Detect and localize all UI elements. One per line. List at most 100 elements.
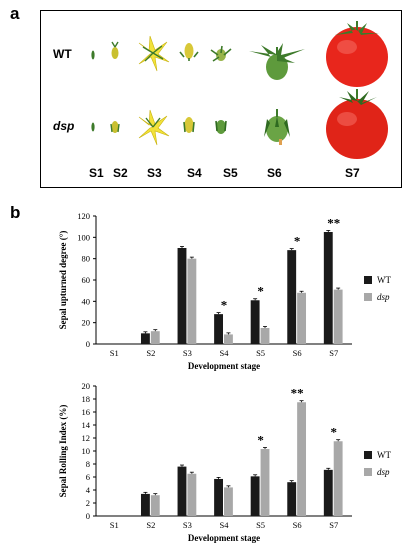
- wt-s6-fruit: [249, 43, 305, 80]
- y-tick-label-0: 0: [86, 339, 90, 349]
- bar-dsp-s7: [333, 289, 343, 344]
- legend-swatch-dsp: [364, 468, 372, 476]
- specimen-images: [91, 21, 388, 159]
- legend-label-wt: WT: [377, 275, 391, 285]
- significance-s7: **: [327, 215, 340, 230]
- x-axis-label: Development stage: [188, 533, 260, 543]
- y-tick-label-3: 6: [86, 472, 90, 482]
- x-tick-label-s2: S2: [146, 348, 155, 358]
- stage-label-s2: S2: [113, 166, 128, 180]
- bar-dsp-s5: [260, 449, 270, 516]
- wt-s5-bud: [210, 45, 232, 62]
- y-tick-label-6: 12: [82, 433, 91, 443]
- dsp-s1-bud: [91, 122, 95, 132]
- row-label-wt: WT: [53, 47, 72, 61]
- dsp-s7-fruit: [326, 89, 388, 159]
- x-tick-label-s6: S6: [293, 520, 302, 530]
- bar-dsp-s5: [260, 328, 270, 344]
- x-tick-label-s3: S3: [183, 348, 192, 358]
- bar-dsp-s6: [297, 292, 307, 344]
- dsp-s6-fruit: [264, 109, 290, 145]
- y-tick-label-5: 10: [82, 446, 91, 456]
- y-tick-label-1: 2: [86, 498, 90, 508]
- bar-wt-s3: [177, 466, 187, 516]
- bar-wt-s7: [323, 469, 333, 516]
- y-tick-label-4: 80: [82, 254, 91, 264]
- legend-swatch-wt: [364, 276, 372, 284]
- y-tick-label-5: 100: [77, 232, 90, 242]
- bar-wt-s4: [214, 314, 223, 344]
- tomato-development-photo: WT dsp: [40, 10, 402, 188]
- dsp-s2-bud: [111, 121, 119, 133]
- x-tick-label-s7: S7: [329, 348, 338, 358]
- stage-label-s6: S6: [267, 166, 282, 180]
- stage-label-s4: S4: [187, 166, 202, 180]
- significance-s6: **: [291, 386, 304, 401]
- bar-wt-s4: [214, 478, 223, 516]
- legend-swatch-wt: [364, 451, 372, 459]
- x-tick-label-s6: S6: [293, 348, 302, 358]
- y-tick-label-4: 8: [86, 459, 90, 469]
- bar-dsp-s2: [150, 495, 160, 516]
- bar-dsp-s3: [187, 258, 197, 344]
- y-axis-label: Sepal upturned degree (°): [58, 231, 68, 330]
- x-tick-label-s2: S2: [146, 520, 155, 530]
- y-tick-label-2: 40: [82, 296, 91, 306]
- y-tick-label-10: 20: [82, 381, 91, 391]
- significance-s4: *: [221, 298, 228, 313]
- row-label-dsp: dsp: [53, 119, 75, 133]
- wt-s7-fruit: [326, 21, 388, 87]
- y-tick-label-9: 18: [82, 394, 91, 404]
- x-tick-label-s3: S3: [183, 520, 192, 530]
- bar-dsp-s6: [297, 402, 307, 516]
- panel-label-b: b: [10, 203, 21, 222]
- bar-dsp-s7: [333, 441, 343, 516]
- y-tick-label-0: 0: [86, 511, 90, 521]
- dsp-s4-bud: [183, 117, 195, 133]
- wt-s2-bud: [111, 47, 119, 59]
- x-tick-label-s1: S1: [110, 520, 119, 530]
- bar-wt-s7: [323, 232, 333, 344]
- bar-wt-s5: [250, 300, 260, 344]
- legend-label-wt: WT: [377, 450, 391, 460]
- chart-sepal-upturned-degree: 0 20 40 60 80 100 120 Sepal upturned degree (°)…: [58, 211, 391, 371]
- bar-wt-s3: [177, 248, 187, 344]
- y-tick-label-2: 4: [86, 485, 91, 495]
- stage-label-s5: S5: [223, 166, 238, 180]
- stage-label-s7: S7: [345, 166, 360, 180]
- significance-s7: *: [330, 425, 337, 440]
- bar-wt-s6: [287, 250, 297, 344]
- wt-s3-flower: [138, 35, 170, 72]
- dsp-s3-flower: [138, 109, 170, 146]
- x-tick-label-s5: S5: [256, 348, 265, 358]
- bar-dsp-s2: [150, 331, 160, 344]
- wt-s4-bud: [179, 43, 199, 61]
- y-tick-label-3: 60: [82, 275, 91, 285]
- bar-dsp-s4: [224, 487, 233, 516]
- bar-wt-s2: [140, 493, 150, 516]
- bar-wt-s5: [250, 476, 260, 516]
- legend-label-dsp: dsp: [377, 292, 390, 302]
- bar-dsp-s4: [224, 334, 233, 344]
- x-tick-label-s7: S7: [329, 520, 338, 530]
- y-tick-label-6: 120: [77, 211, 90, 221]
- panel-label-a: a: [10, 4, 20, 23]
- x-tick-label-s4: S4: [220, 520, 230, 530]
- bar-wt-s2: [140, 333, 150, 344]
- significance-s5: *: [257, 432, 264, 447]
- legend-label-dsp: dsp: [377, 467, 390, 477]
- chart-sepal-rolling-index: 0 2 4 6 8 10 12 14 16 18 20 Sepal Rolling Index (%)…: [58, 381, 391, 543]
- y-tick-label-8: 16: [82, 407, 91, 417]
- stage-label-s1: S1: [89, 166, 104, 180]
- significance-s6: *: [294, 234, 301, 249]
- bar-dsp-s3: [187, 473, 197, 516]
- x-tick-label-s5: S5: [256, 520, 265, 530]
- bar-wt-s6: [287, 482, 297, 516]
- x-tick-label-s1: S1: [110, 348, 119, 358]
- legend-swatch-dsp: [364, 293, 372, 301]
- dsp-s5-bud: [215, 120, 227, 134]
- x-tick-label-s4: S4: [220, 348, 230, 358]
- stage-label-s3: S3: [147, 166, 162, 180]
- y-tick-label-7: 14: [82, 420, 91, 430]
- wt-s1-bud: [91, 50, 95, 60]
